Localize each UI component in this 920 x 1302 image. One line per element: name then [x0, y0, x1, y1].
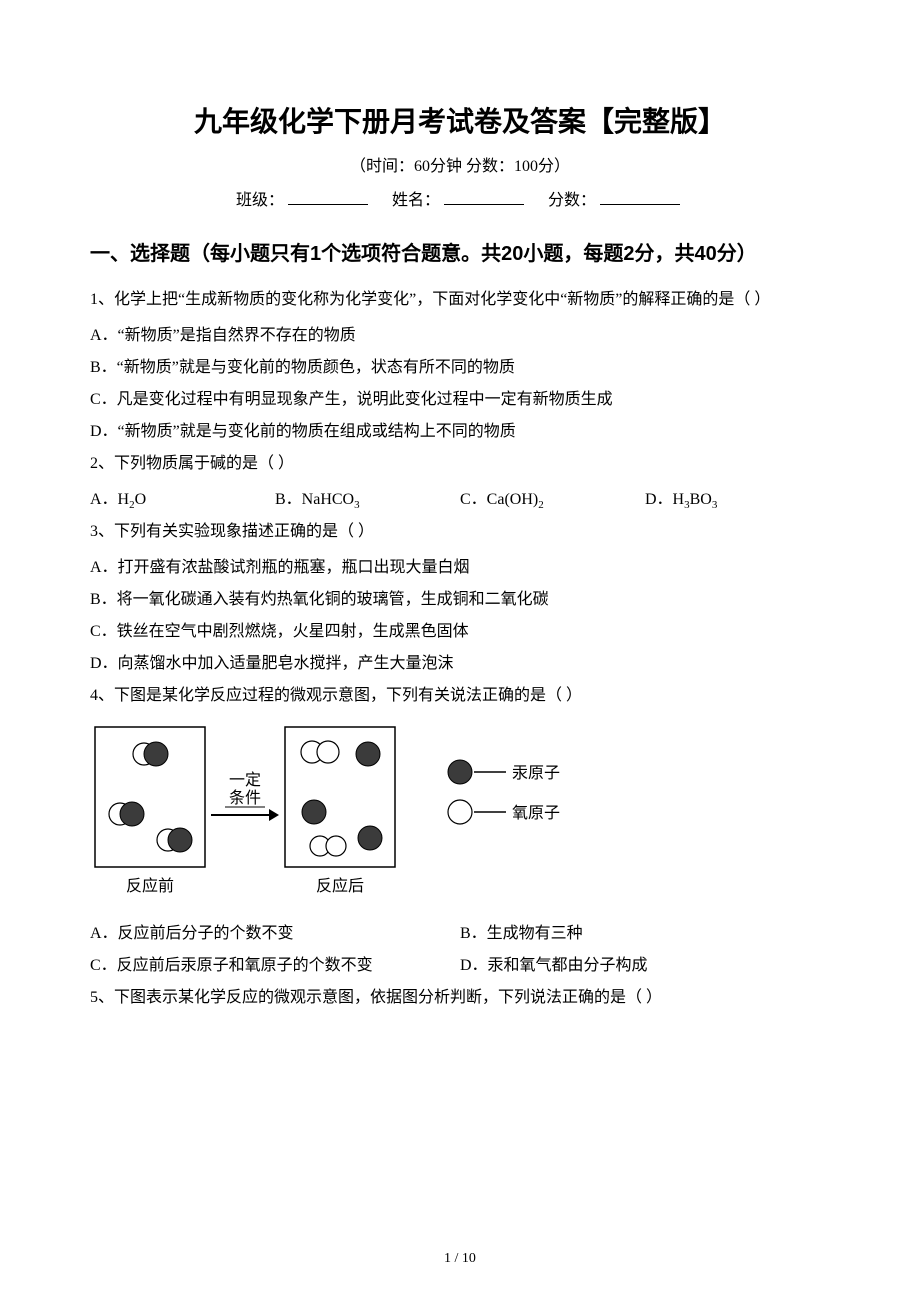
q2-c-sub: 2 — [538, 499, 544, 511]
q2-b-pre: B．NaHCO — [275, 491, 354, 508]
q2-d-mid: BO — [690, 491, 712, 508]
page-subtitle: （时间：60分钟 分数：100分） — [90, 152, 830, 176]
score-label: 分数： — [548, 192, 596, 209]
score-blank — [600, 190, 680, 205]
q3-opt-b: B．将一氧化碳通入装有灼热氧化铜的玻璃管，生成铜和二氧化碳 — [90, 584, 830, 616]
q4-opt-c: C．反应前后汞原子和氧原子的个数不变 — [90, 950, 460, 982]
q2-opt-d: D．H3BO3 — [645, 484, 830, 516]
class-blank — [288, 190, 368, 205]
section-heading: 一、选择题（每小题只有1个选项符合题意。共20小题，每题2分，共40分） — [90, 232, 830, 276]
svg-text:条件: 条件 — [229, 789, 261, 807]
q3-stem: 3、下列有关实验现象描述正确的是（ ） — [90, 516, 830, 548]
q2-options: A．H2O B．NaHCO3 C．Ca(OH)2 D．H3BO3 — [90, 484, 830, 516]
q3-opt-a: A．打开盛有浓盐酸试剂瓶的瓶塞，瓶口出现大量白烟 — [90, 552, 830, 584]
q2-c-pre: C．Ca(OH) — [460, 491, 538, 508]
svg-text:反应后: 反应后 — [316, 876, 364, 895]
q2-a-post: O — [135, 491, 147, 508]
q4-stem: 4、下图是某化学反应过程的微观示意图，下列有关说法正确的是（ ） — [90, 680, 830, 712]
q5-stem: 5、下图表示某化学反应的微观示意图，依据图分析判断，下列说法正确的是（ ） — [90, 982, 830, 1014]
svg-text:反应前: 反应前 — [126, 876, 174, 895]
q2-stem: 2、下列物质属于碱的是（ ） — [90, 448, 830, 480]
q2-opt-b: B．NaHCO3 — [275, 484, 460, 516]
q2-opt-a: A．H2O — [90, 484, 275, 516]
q3-opt-c: C．铁丝在空气中剧烈燃烧，火星四射，生成黑色固体 — [90, 616, 830, 648]
q1-opt-b: B．“新物质”就是与变化前的物质颜色，状态有所不同的物质 — [90, 352, 830, 384]
reaction-diagram: 一定条件反应前 反应后 汞原子氧原子 — [90, 722, 830, 912]
q1-opt-c: C．凡是变化过程中有明显现象产生，说明此变化过程中一定有新物质生成 — [90, 384, 830, 416]
q2-opt-c: C．Ca(OH)2 — [460, 484, 645, 516]
q4-row2: C．反应前后汞原子和氧原子的个数不变 D．汞和氧气都由分子构成 — [90, 950, 830, 982]
q2-a-pre: A．H — [90, 491, 129, 508]
q4-opt-d: D．汞和氧气都由分子构成 — [460, 950, 830, 982]
svg-text:氧原子: 氧原子 — [512, 804, 560, 822]
q1-opt-a: A．“新物质”是指自然界不存在的物质 — [90, 320, 830, 352]
svg-text:一定: 一定 — [229, 771, 261, 789]
reaction-svg: 一定条件反应前 反应后 汞原子氧原子 — [90, 722, 650, 907]
class-label: 班级： — [236, 192, 284, 209]
q4-row1: A．反应前后分子的个数不变 B．生成物有三种 — [90, 918, 830, 950]
page-number: 1 / 10 — [0, 1251, 920, 1267]
q4-opt-a: A．反应前后分子的个数不变 — [90, 918, 460, 950]
q2-d-pre: D．H — [645, 491, 684, 508]
svg-text:汞原子: 汞原子 — [512, 764, 560, 782]
exam-page: 九年级化学下册月考试卷及答案【完整版】 （时间：60分钟 分数：100分） 班级… — [0, 0, 920, 1302]
info-line: 班级： 姓名： 分数： — [90, 186, 830, 210]
q2-b-sub: 3 — [354, 499, 360, 511]
q1-stem: 1、化学上把“生成新物质的变化称为化学变化”，下面对化学变化中“新物质”的解释正… — [90, 284, 830, 316]
q2-d-sub2: 3 — [712, 499, 718, 511]
page-title: 九年级化学下册月考试卷及答案【完整版】 — [90, 100, 830, 140]
q3-opt-d: D．向蒸馏水中加入适量肥皂水搅拌，产生大量泡沫 — [90, 648, 830, 680]
name-blank — [444, 190, 524, 205]
q4-opt-b: B．生成物有三种 — [460, 918, 830, 950]
q1-opt-d: D．“新物质”就是与变化前的物质在组成或结构上不同的物质 — [90, 416, 830, 448]
name-label: 姓名： — [392, 192, 440, 209]
